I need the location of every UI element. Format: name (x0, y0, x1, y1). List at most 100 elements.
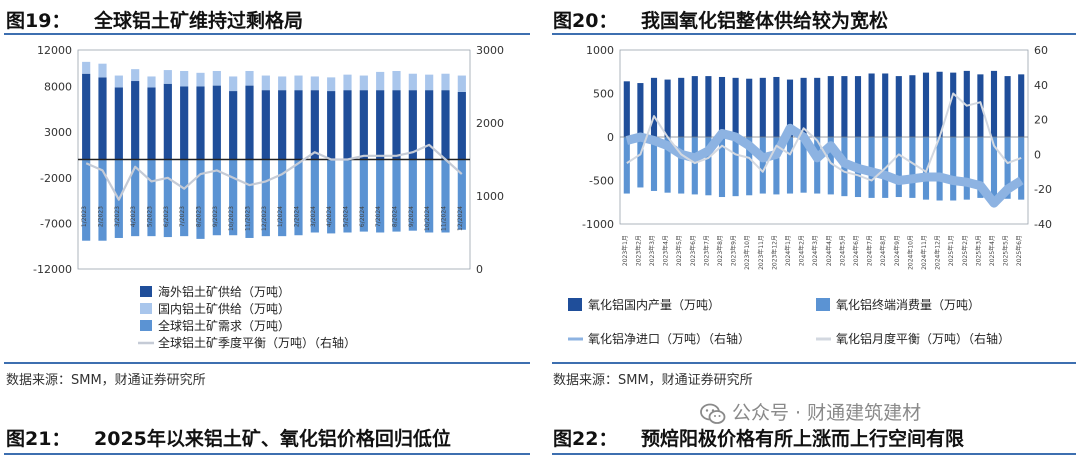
bar-2 (343, 159, 352, 233)
bar-2 (82, 159, 91, 241)
category-label: 2024年3月 (811, 235, 819, 266)
bar-0 (854, 76, 862, 137)
bar-0 (773, 76, 780, 137)
category-label: 2024年5月 (838, 235, 846, 266)
bar-0 (392, 90, 401, 160)
category-label: 2/2024 (294, 206, 301, 227)
bar-1 (650, 137, 658, 191)
bar-1 (310, 76, 319, 91)
bar-0 (376, 90, 385, 160)
title-rule (552, 453, 1076, 455)
bar-2 (180, 159, 189, 237)
line-series-3 (626, 92, 1022, 182)
bar-1 (718, 137, 726, 198)
bar-0 (963, 70, 970, 137)
legend-swatch (816, 298, 830, 311)
category-label: 2023年7月 (702, 235, 710, 266)
bar-1 (732, 137, 739, 197)
legend-label: 全球铝土矿需求（万吨） (158, 318, 290, 333)
left-tick-label: -12000 (33, 263, 72, 276)
legend-label: 全球铝土矿季度平衡（万吨）（右轴） (158, 335, 356, 350)
category-label: 2024年9月 (893, 235, 901, 266)
bar-2 (212, 159, 221, 236)
category-label: 5/2023 (147, 206, 154, 227)
category-label: 11/2023 (245, 206, 252, 231)
category-label: 9/2024 (408, 206, 415, 227)
category-label: 2025年6月 (1015, 235, 1023, 266)
bar-0 (425, 90, 434, 160)
category-label: 5/2024 (343, 206, 350, 227)
category-label: 2023年5月 (675, 235, 683, 266)
bar-1 (1018, 137, 1025, 200)
bar-0 (841, 76, 848, 137)
bar-2 (163, 159, 172, 238)
category-label: 2023年2月 (634, 235, 642, 266)
bar-1 (691, 137, 698, 195)
figure-title-19: 图19： 全球铝土矿维持过剩格局 (6, 6, 303, 33)
bar-1 (678, 137, 685, 194)
bar-1 (278, 76, 287, 91)
bar-0 (229, 91, 238, 160)
category-label: 2023年12月 (770, 235, 778, 270)
line-series-3 (85, 143, 463, 201)
bar-1 (664, 137, 671, 193)
bar-1 (963, 137, 970, 200)
source-rule (552, 362, 1076, 364)
category-label: 2/2023 (98, 206, 105, 227)
source-rule (4, 362, 530, 364)
category-label: 2023年4月 (662, 235, 670, 266)
category-label: 4/2023 (130, 206, 137, 227)
bar-1 (163, 70, 172, 84)
bar-1 (895, 137, 902, 198)
right-tick-label: 1000 (476, 190, 504, 203)
category-label: 10/2023 (228, 206, 235, 231)
bar-2 (98, 159, 107, 241)
category-label: 2024年10月 (906, 235, 914, 270)
bar-1 (294, 75, 303, 91)
bar-1 (637, 137, 644, 188)
bar-1 (82, 61, 91, 74)
bar-0 (408, 90, 417, 160)
left-tick-label: -2000 (40, 172, 72, 185)
bar-0 (180, 86, 189, 160)
bar-0 (718, 76, 726, 137)
bar-0 (678, 77, 685, 137)
bar-0 (82, 73, 91, 160)
left-tick-label: -500 (589, 175, 614, 188)
bar-1 (261, 75, 270, 91)
category-label: 2025年2月 (961, 235, 969, 266)
bar-0 (800, 77, 807, 137)
bar-2 (441, 159, 450, 233)
figure-title-21: 图21： 2025年以来铝土矿、氧化铝价格回归低位 (6, 424, 451, 451)
right-tick-label: -20 (1034, 183, 1052, 196)
category-label: 9/2023 (212, 206, 219, 227)
bar-2 (196, 159, 205, 239)
figure-number: 图19： (6, 10, 71, 32)
watermark: 公众号 · 财通建筑建材 (700, 398, 921, 425)
bar-0 (278, 90, 287, 160)
category-label: 7/2024 (375, 206, 382, 227)
bar-1 (327, 77, 336, 92)
bar-2 (278, 159, 287, 237)
source-note: 数据来源：SMM，财通证券研究所 (553, 373, 753, 388)
category-label: 2025年5月 (1002, 235, 1010, 266)
right-tick-label: 40 (1034, 79, 1048, 92)
watermark-text: 公众号 · 财通建筑建材 (732, 402, 922, 424)
bar-1 (950, 137, 957, 201)
bar-1 (131, 69, 140, 82)
category-label: 6/2024 (359, 206, 366, 227)
bar-1 (441, 73, 450, 91)
bar-2 (392, 159, 401, 232)
category-label: 2024年2月 (798, 235, 806, 266)
category-label: 2024年12月 (934, 235, 942, 270)
title-rule (552, 33, 1076, 35)
category-label: 12/2024 (457, 206, 464, 231)
category-label: 2024年11月 (920, 235, 928, 270)
bar-0 (705, 76, 712, 137)
bar-0 (98, 77, 107, 160)
right-tick-label: 0 (1034, 148, 1041, 161)
left-tick-label: -7000 (40, 217, 72, 230)
left-tick-label: 500 (593, 88, 614, 101)
bar-1 (977, 137, 984, 198)
category-label: 1/2023 (81, 206, 88, 227)
